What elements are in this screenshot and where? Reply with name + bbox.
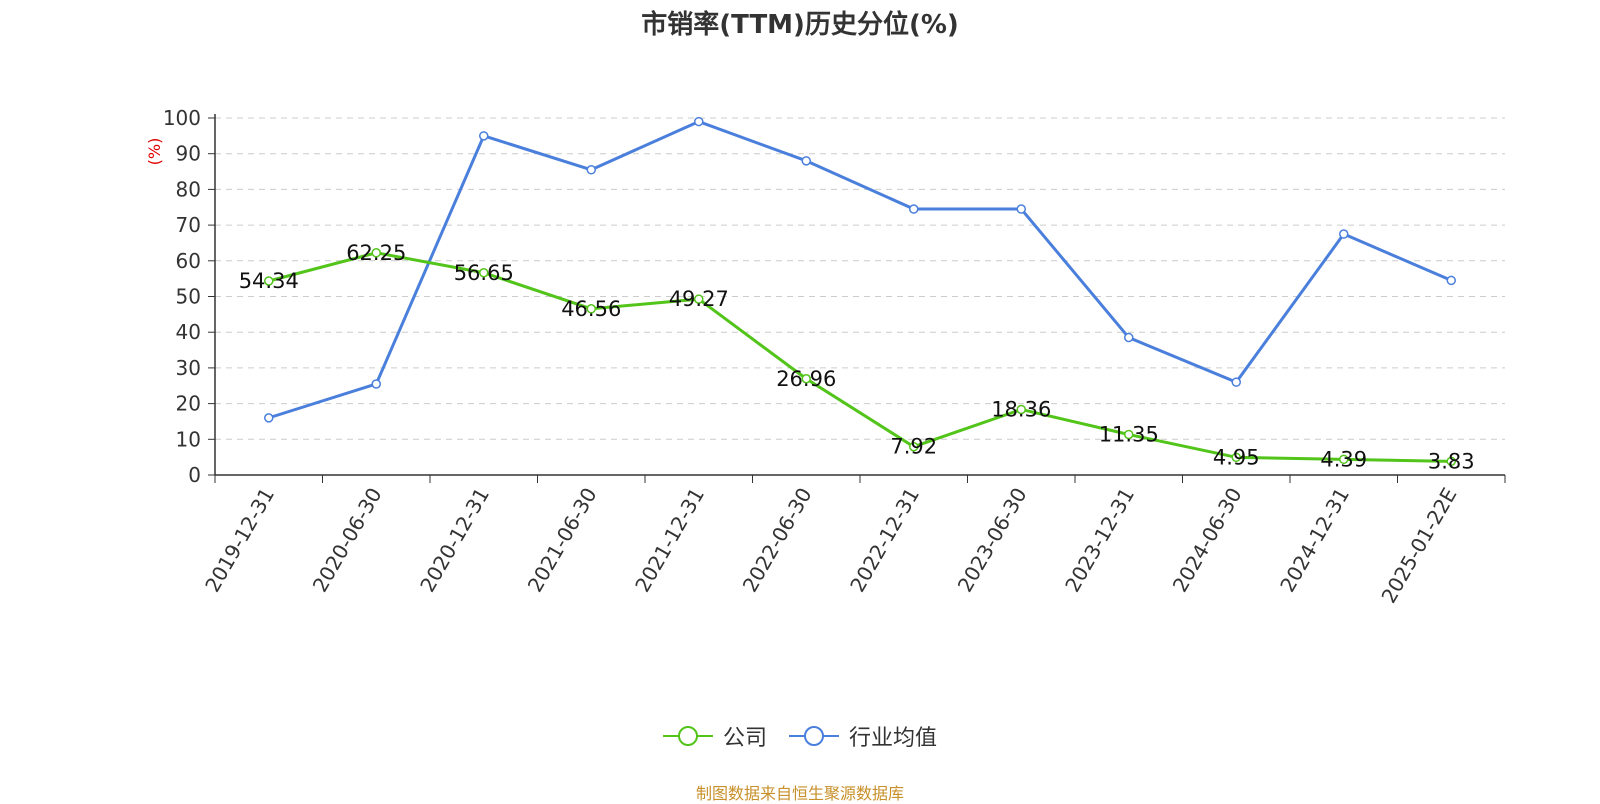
data-point xyxy=(586,304,596,314)
x-tick-label: 2025-01-22E xyxy=(1376,484,1461,608)
y-tick-label: 50 xyxy=(176,285,201,309)
series-line-company xyxy=(268,251,1452,463)
data-point xyxy=(479,131,489,141)
data-point xyxy=(1446,456,1456,467)
data-point xyxy=(1339,454,1349,465)
y-tick-label: 20 xyxy=(176,392,201,416)
chart-title: 市销率(TTM)历史分位(%) xyxy=(641,10,959,40)
data-point xyxy=(694,116,704,127)
data-label: 62.25 xyxy=(346,241,406,265)
data-point xyxy=(1231,452,1241,463)
data-point xyxy=(371,379,381,389)
data-labels: 54.34 62.25 56.65 46.56 49.27 26.96 7.92 18.36 1… xyxy=(239,241,1475,474)
axes: 0 10 20 30 40 50 60 70 80 90 100 (%) 2019-12-31 2020-… xyxy=(145,106,1506,608)
y-tick-label: 100 xyxy=(163,106,201,130)
data-label: 4.95 xyxy=(1213,445,1260,469)
legend-industry-line-icon xyxy=(789,726,839,746)
y-tick-label: 0 xyxy=(188,463,201,487)
data-point xyxy=(1446,275,1456,286)
legend-company-line-icon xyxy=(662,726,713,746)
y-tick-label: 90 xyxy=(176,142,201,166)
y-tick-label: 10 xyxy=(176,427,201,451)
data-point xyxy=(264,276,274,286)
data-point xyxy=(909,204,919,214)
data-point xyxy=(801,374,811,384)
x-tick-label: 2021-12-31 xyxy=(630,484,709,597)
data-point xyxy=(1339,229,1349,239)
series xyxy=(264,116,1456,467)
source-note: 制图数据来自恒生聚源数据库 xyxy=(695,784,904,803)
x-tick-label: 2020-12-31 xyxy=(415,484,494,597)
data-point xyxy=(1016,404,1026,415)
x-tick-label: 2020-06-30 xyxy=(308,484,387,597)
data-point xyxy=(1016,204,1026,214)
legend-item-industry-average[interactable]: 行业均值 xyxy=(789,720,937,752)
data-point xyxy=(264,413,274,423)
y-axis-label: (%) xyxy=(145,138,164,166)
data-point xyxy=(1231,377,1241,387)
data-point xyxy=(479,268,489,278)
x-tick-label: 2021-06-30 xyxy=(523,484,602,597)
grid-lines xyxy=(215,117,1505,440)
data-point xyxy=(371,248,381,258)
data-point xyxy=(694,294,704,304)
x-tick-label: 2024-06-30 xyxy=(1168,484,1247,597)
x-tick-label: 2024-12-31 xyxy=(1275,484,1354,597)
legend: 公司 行业均值 xyxy=(0,720,1600,752)
legend-label-company: 公司 xyxy=(722,726,767,751)
data-label: 7.92 xyxy=(890,435,937,459)
data-label: 54.34 xyxy=(239,269,299,293)
x-tick-label: 2022-06-30 xyxy=(738,484,817,597)
data-label: 4.39 xyxy=(1320,447,1367,471)
x-tick-label: 2022-12-31 xyxy=(845,484,924,597)
data-label: 56.65 xyxy=(454,261,514,285)
data-label: 49.27 xyxy=(669,287,729,311)
x-tick-label: 2023-12-31 xyxy=(1060,484,1139,597)
data-point xyxy=(909,441,919,452)
legend-item-company[interactable]: 公司 xyxy=(662,720,767,752)
series-line-industry-average xyxy=(268,120,1452,420)
x-tick-label: 2023-06-30 xyxy=(953,484,1032,597)
data-label: 11.35 xyxy=(1099,422,1159,446)
y-tick-label: 80 xyxy=(176,177,201,201)
data-point xyxy=(586,165,596,175)
data-point xyxy=(1124,332,1134,343)
data-point xyxy=(1124,429,1134,440)
x-tick-label: 2019-12-31 xyxy=(200,484,279,597)
legend-label-industry-average: 行业均值 xyxy=(849,726,938,751)
data-label: 3.83 xyxy=(1428,449,1475,473)
data-label: 26.96 xyxy=(776,367,836,391)
data-label: 18.36 xyxy=(991,397,1051,421)
data-label: 46.56 xyxy=(561,297,621,321)
y-tick-label: 60 xyxy=(176,249,201,273)
data-point xyxy=(801,156,811,166)
y-tick-label: 30 xyxy=(176,356,201,380)
y-tick-label: 70 xyxy=(176,213,201,237)
y-tick-label: 40 xyxy=(176,320,201,344)
